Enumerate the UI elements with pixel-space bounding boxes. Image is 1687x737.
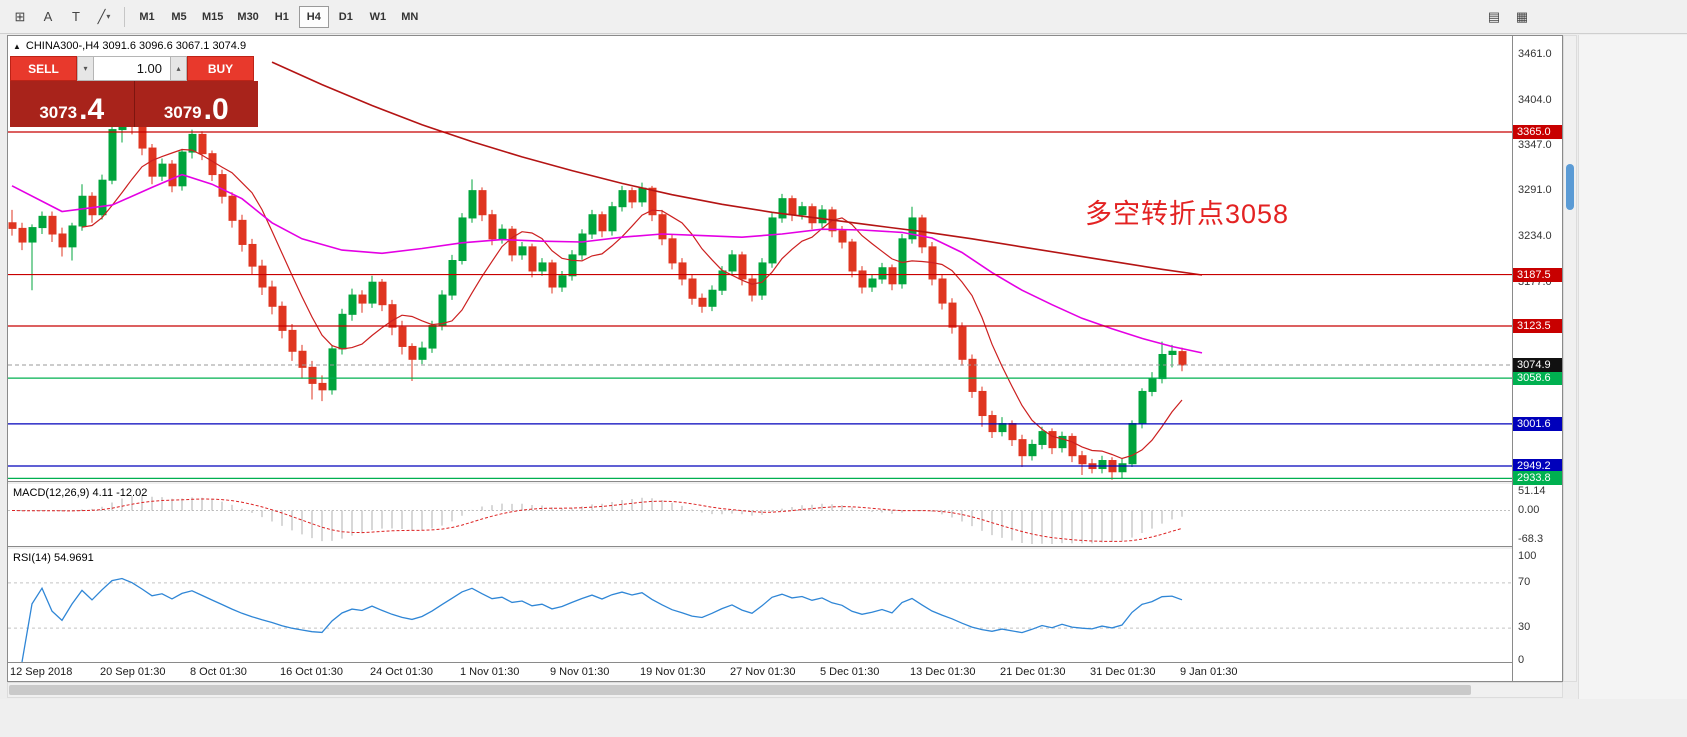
timeframe-w1-button[interactable]: W1 — [363, 6, 393, 28]
timeframe-m30-button[interactable]: M30 — [231, 6, 264, 28]
toolbar-separator — [124, 6, 125, 27]
time-axis-label: 16 Oct 01:30 — [280, 666, 343, 678]
tile-windows-icon[interactable]: ▦ — [1509, 5, 1535, 29]
time-axis-label: 9 Jan 01:30 — [1180, 666, 1238, 678]
buy-price-big: .0 — [203, 92, 229, 126]
rsi-axis-tick: 70 — [1518, 575, 1531, 588]
price-axis-tick: 3461.0 — [1518, 47, 1552, 60]
macd-canvas[interactable] — [8, 484, 1512, 546]
text-box-icon[interactable]: T — [63, 5, 89, 29]
macd-label: MACD(12,26,9) 4.11 -12.02 — [13, 487, 148, 499]
price-level-label: 2933.8 — [1513, 471, 1562, 486]
chart-window: ▲ CHINA300-,H4 3091.6 3096.6 3067.1 3074.… — [7, 35, 1563, 682]
timeframe-d1-button[interactable]: D1 — [331, 6, 361, 28]
rsi-canvas[interactable] — [8, 549, 1512, 662]
price-chart-canvas[interactable] — [8, 38, 1512, 481]
current-price-label: 3074.9 — [1513, 358, 1562, 372]
time-axis-label: 5 Dec 01:30 — [820, 666, 880, 678]
price-axis: 3461.0 3404.0 3347.0 3291.0 3234.0 3177.0 3365… — [1512, 36, 1562, 681]
time-axis-label: 21 Dec 01:30 — [1000, 666, 1066, 678]
right-filler — [1578, 35, 1687, 699]
bottom-filler — [0, 699, 1687, 737]
timeframe-h4-button[interactable]: H4 — [298, 5, 329, 28]
price-axis-tick: 3291.0 — [1518, 184, 1552, 197]
sell-price-base: 3073 — [39, 103, 78, 123]
buy-price-base: 3079 — [163, 103, 202, 123]
time-axis-label: 27 Nov 01:30 — [730, 666, 796, 678]
rsi-axis-tick: 30 — [1518, 621, 1531, 634]
volume-input[interactable] — [94, 56, 170, 81]
time-axis-label: 12 Sep 2018 — [10, 666, 73, 678]
sell-price-big: .4 — [79, 92, 105, 126]
toolbar-window-tools: ▤ ▦ — [1480, 5, 1536, 29]
timeframe-toolbar: M1 M5 M15 M30 H1 H4 D1 W1 MN — [131, 5, 426, 28]
new-chart-icon[interactable]: ▤ — [1481, 5, 1507, 29]
price-axis-tick: 3234.0 — [1518, 230, 1552, 243]
price-level-label: 3123.5 — [1513, 318, 1562, 333]
time-axis-label: 24 Oct 01:30 — [370, 666, 433, 678]
price-level-label: 3001.6 — [1513, 416, 1562, 431]
timeframe-mn-button[interactable]: MN — [395, 6, 425, 28]
toolbar: ⊞ A T ╱ ▾ M1 M5 M15 M30 H1 H4 D1 W1 MN ▤ ▦ — [0, 0, 1687, 34]
chevron-down-icon: ▾ — [106, 12, 111, 21]
timeframe-m15-button[interactable]: M15 — [196, 6, 229, 28]
volume-up-button[interactable]: ▴ — [170, 56, 187, 81]
text-label-icon[interactable]: A — [35, 5, 61, 29]
vertical-scrollbar[interactable] — [1563, 35, 1577, 682]
time-axis-label: 9 Nov 01:30 — [550, 666, 610, 678]
time-axis: 12 Sep 2018 20 Sep 01:30 8 Oct 01:30 16 Oct… — [8, 662, 1512, 681]
chart-annotation: 多空转折点3058 — [1085, 199, 1290, 229]
horizontal-scrollbar[interactable] — [7, 682, 1563, 698]
time-axis-label: 19 Nov 01:30 — [640, 666, 706, 678]
chevron-up-icon: ▴ — [176, 64, 181, 73]
timeframe-m1-button[interactable]: M1 — [132, 6, 162, 28]
chart-title-text: CHINA300-,H4 3091.6 3096.6 3067.1 3074.9 — [25, 40, 247, 52]
timeframe-h1-button[interactable]: H1 — [267, 6, 297, 28]
toolbar-drawing-tools: ⊞ A T ╱ ▾ — [6, 5, 118, 29]
chart-marker-icon: ▲ — [13, 42, 21, 51]
crosshair-icon[interactable]: ⊞ — [7, 5, 33, 29]
chart-title: ▲ CHINA300-,H4 3091.6 3096.6 3067.1 3074.… — [13, 40, 246, 52]
time-axis-label: 1 Nov 01:30 — [460, 666, 520, 678]
time-axis-label: 31 Dec 01:30 — [1090, 666, 1156, 678]
panel-separator[interactable] — [8, 481, 1562, 484]
price-level-label: 2949.2 — [1513, 458, 1562, 473]
chevron-down-icon: ▾ — [83, 64, 88, 73]
price-level-label: 3058.6 — [1513, 371, 1562, 386]
time-axis-label: 8 Oct 01:30 — [190, 666, 247, 678]
price-level-label: 3365.0 — [1513, 125, 1562, 139]
vertical-scrollbar-thumb[interactable] — [1566, 164, 1574, 210]
macd-axis-tick: 51.14 — [1518, 485, 1546, 497]
volume-dropdown-button[interactable]: ▾ — [77, 56, 94, 81]
price-axis-tick: 3347.0 — [1518, 139, 1552, 152]
buy-price-display[interactable]: 3079.0 — [135, 81, 259, 127]
panel-separator[interactable] — [8, 546, 1562, 549]
line-tools-icon[interactable]: ╱ ▾ — [91, 5, 117, 29]
timeframe-m5-button[interactable]: M5 — [164, 6, 194, 28]
rsi-label: RSI(14) 54.9691 — [13, 552, 94, 564]
time-axis-label: 20 Sep 01:30 — [100, 666, 166, 678]
sell-button[interactable]: SELL — [10, 56, 77, 81]
macd-axis-tick: -68.3 — [1518, 533, 1544, 545]
rsi-axis-tick: 0 — [1518, 654, 1525, 666]
rsi-axis-tick: 100 — [1518, 550, 1537, 562]
horizontal-scrollbar-thumb[interactable] — [9, 685, 1471, 695]
time-axis-label: 13 Dec 01:30 — [910, 666, 976, 678]
price-axis-tick: 3404.0 — [1518, 93, 1552, 106]
macd-axis-tick: 0.00 — [1518, 503, 1540, 516]
sell-price-display[interactable]: 3073.4 — [10, 81, 135, 127]
buy-button[interactable]: BUY — [187, 56, 254, 81]
one-click-trading-panel: SELL ▾ ▴ BUY 3073.4 3079.0 — [10, 56, 258, 127]
price-level-label: 3187.5 — [1513, 267, 1562, 282]
